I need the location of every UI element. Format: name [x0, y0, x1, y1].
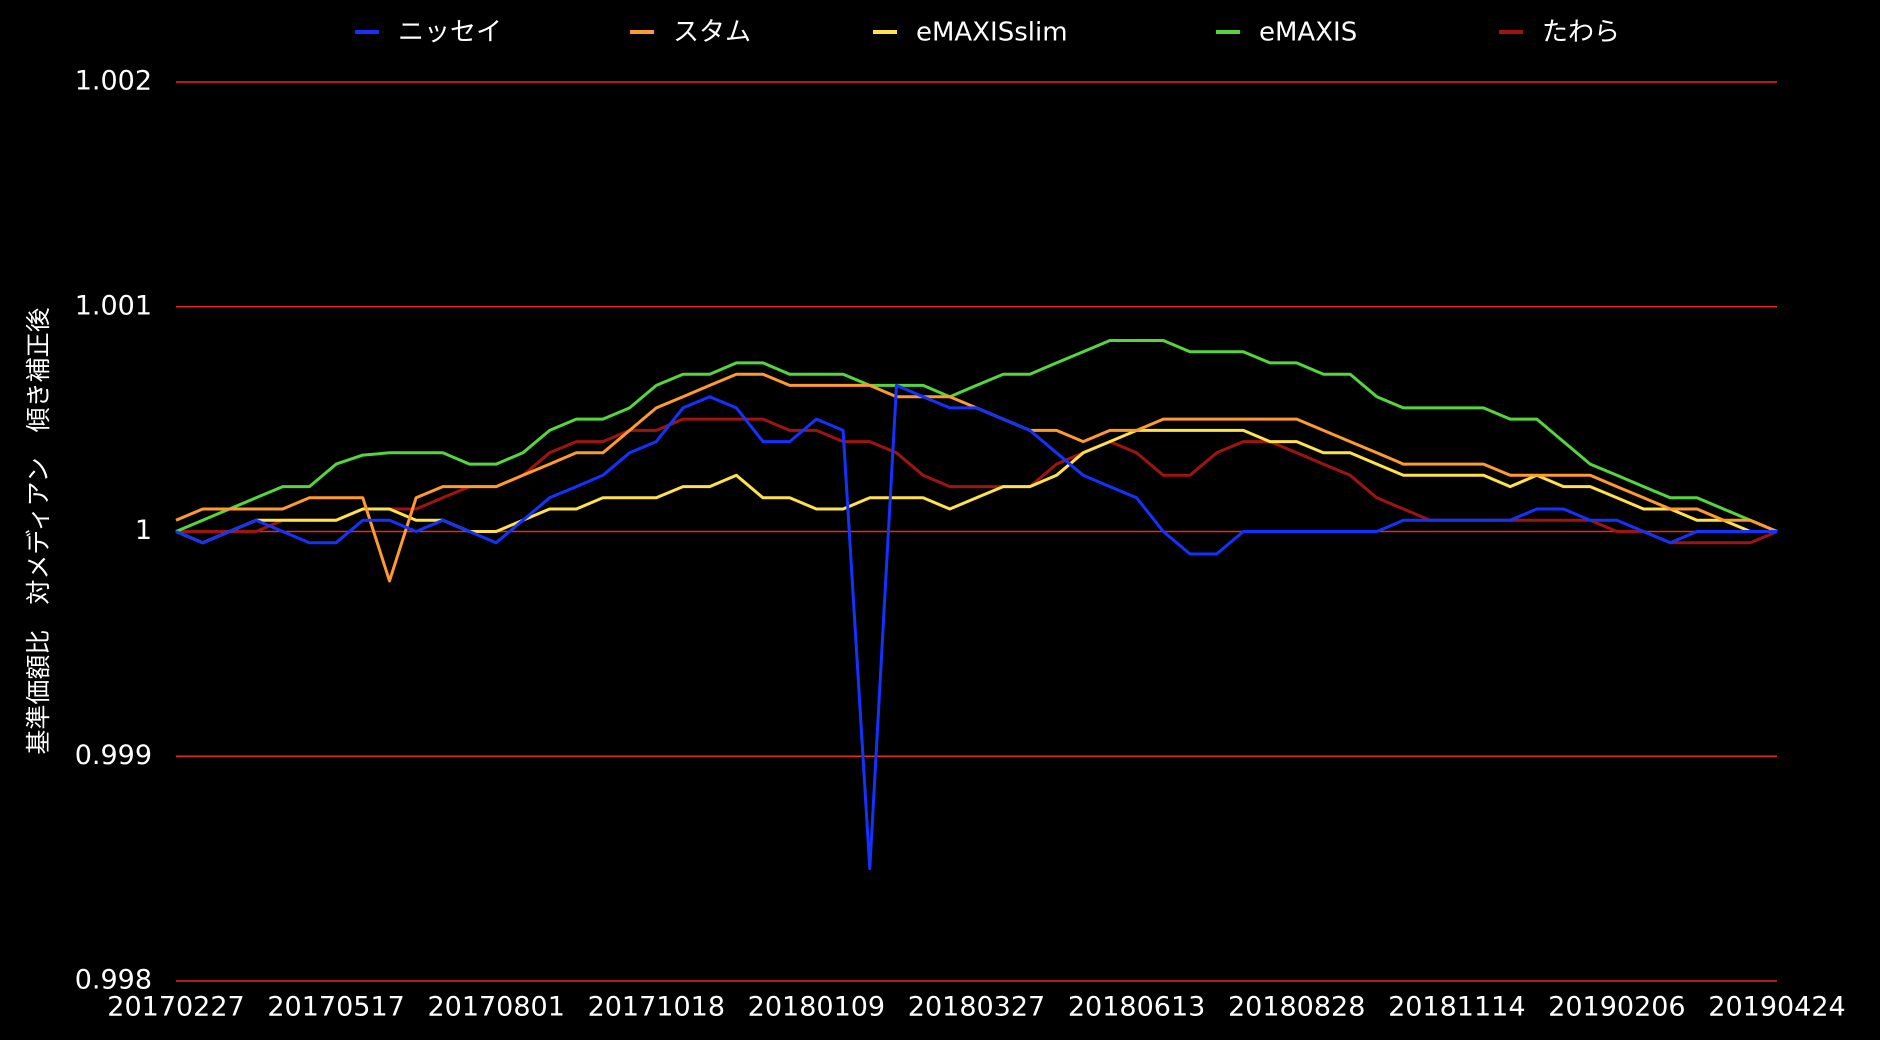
y-tick-label: 0.998 — [75, 965, 152, 996]
x-tick-label: 20181114 — [1388, 992, 1525, 1023]
legend-label: eMAXIS — [1259, 18, 1357, 48]
y-tick-label: 1.001 — [75, 290, 152, 321]
x-tick-label: 20190206 — [1548, 992, 1685, 1023]
x-tick-label: 20180613 — [1068, 992, 1205, 1023]
series-line — [175, 339, 1778, 533]
x-tick-label: 20180109 — [748, 992, 885, 1023]
x-tick-label: 20190424 — [1708, 992, 1845, 1023]
x-tick-label: 20170227 — [107, 992, 244, 1023]
legend-label: eMAXISslim — [916, 18, 1068, 48]
y-tick-label: 0.999 — [75, 740, 152, 771]
series-line — [176, 417, 1778, 545]
y-tick-label: 1.002 — [75, 66, 152, 97]
y-axis-label: 基準価額比 対メディアン 傾き補正後 — [24, 307, 53, 754]
legend-label: ニッセイ — [398, 18, 502, 48]
legend-label: たわら — [1542, 18, 1620, 48]
x-tick-label: 20170801 — [427, 992, 564, 1023]
y-tick-label: 1 — [135, 515, 152, 546]
x-tick-label: 20180327 — [908, 992, 1045, 1023]
x-tick-label: 20180828 — [1228, 992, 1365, 1023]
x-tick-label: 20170517 — [267, 992, 404, 1023]
series-line — [175, 372, 1778, 583]
series-line — [175, 383, 1777, 871]
x-tick-label: 20171018 — [588, 992, 725, 1023]
legend-label: スタム — [673, 18, 751, 48]
